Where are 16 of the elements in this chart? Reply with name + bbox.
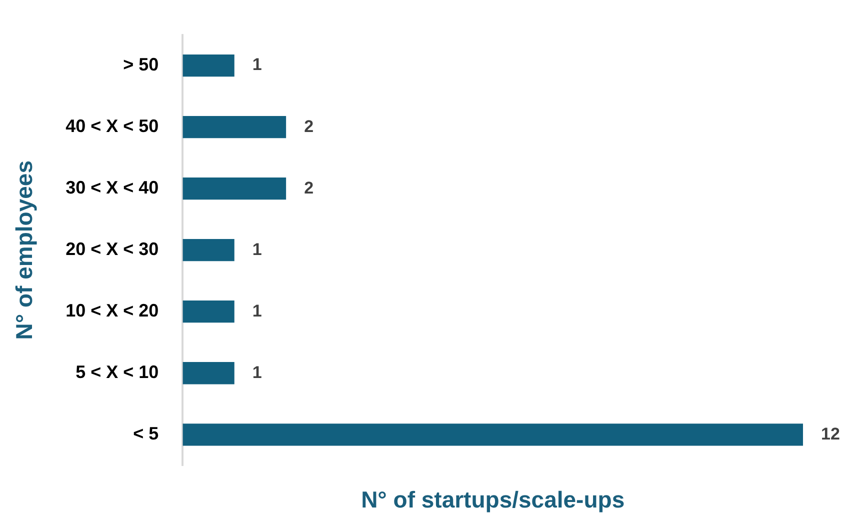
y-axis-title: N° of employees: [11, 160, 38, 340]
y-tick-label: 40 < X < 50: [66, 116, 159, 136]
y-tick-label: < 5: [133, 424, 159, 444]
data-label: 2: [304, 116, 314, 136]
data-label: 1: [252, 362, 262, 382]
x-axis-title: N° of startups/scale-ups: [361, 486, 625, 513]
y-tick-label: 5 < X < 10: [76, 362, 159, 382]
data-label: 1: [252, 55, 262, 74]
y-tick-label: > 50: [123, 54, 159, 75]
data-label: 12: [821, 424, 840, 444]
y-tick-label: 20 < X < 30: [66, 239, 159, 260]
y-tick-label: 10 < X < 20: [66, 300, 159, 321]
data-label: 2: [304, 178, 314, 198]
y-tick-label: 30 < X < 40: [66, 178, 159, 198]
data-label: 1: [252, 301, 262, 320]
data-label: 1: [252, 240, 262, 259]
